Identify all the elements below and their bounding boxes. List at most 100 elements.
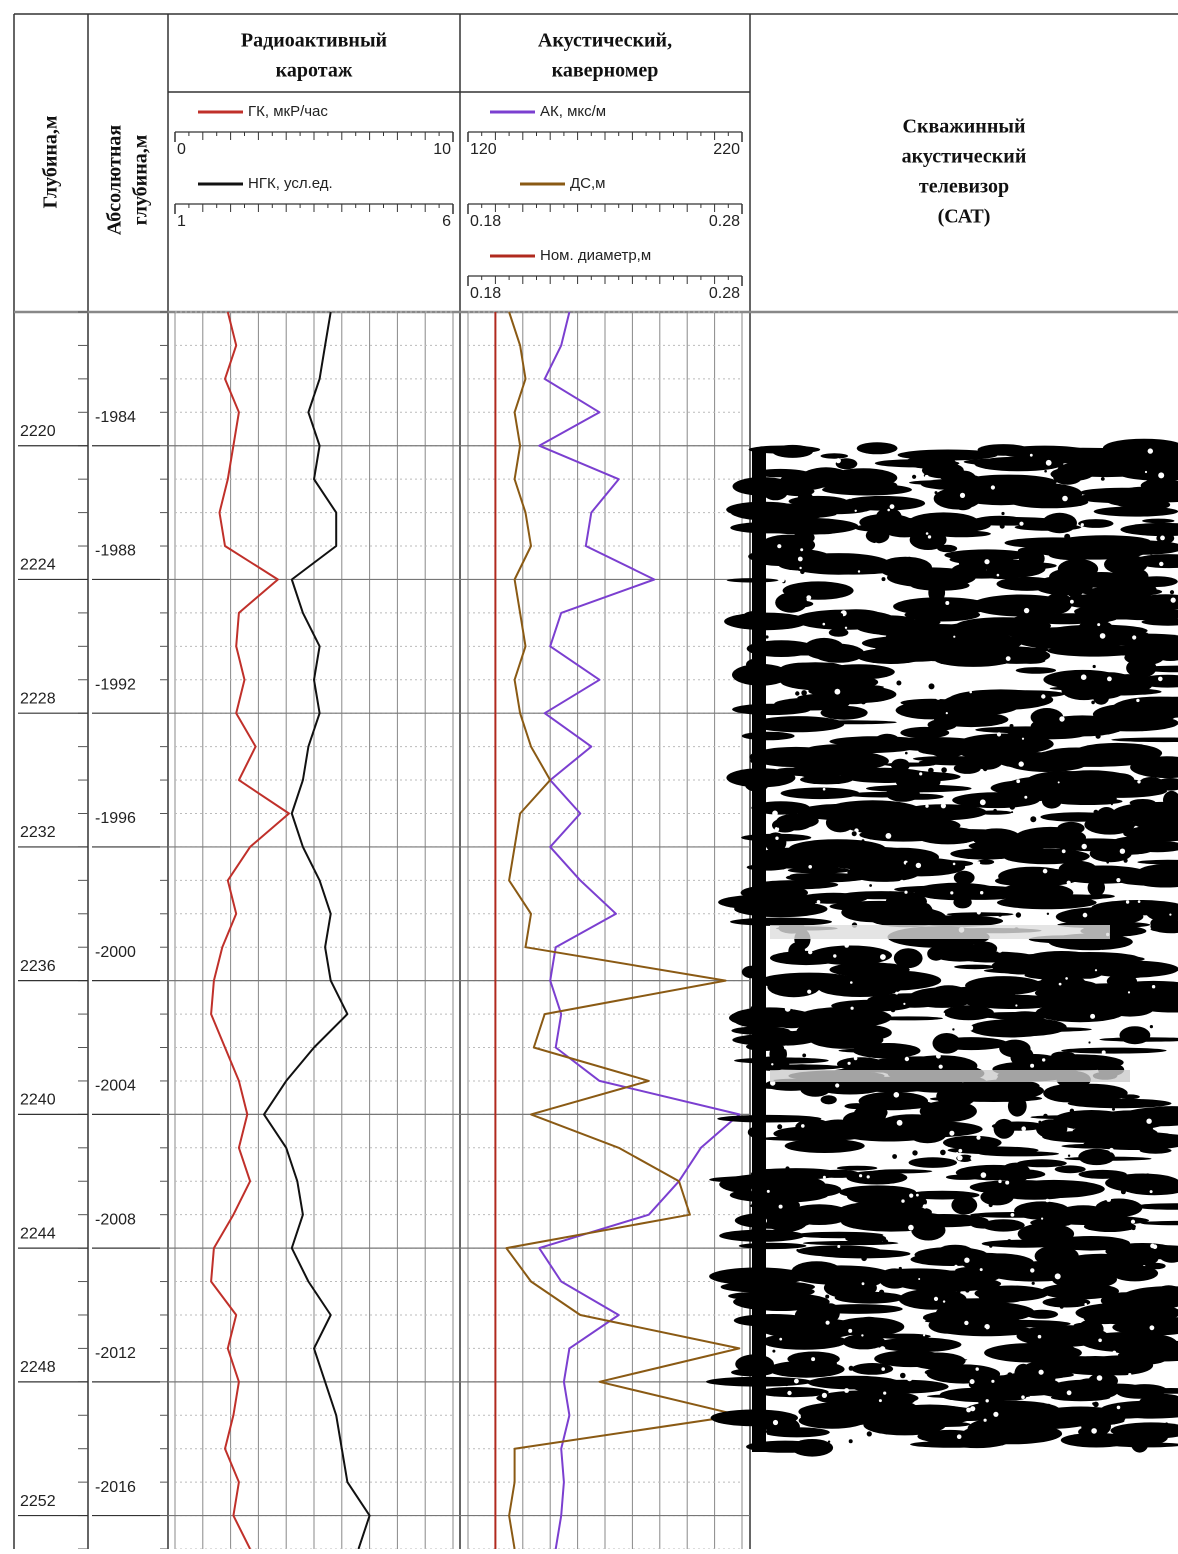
image-speckle	[1092, 1378, 1095, 1381]
image-speckle	[779, 1338, 782, 1341]
image-speckle	[1053, 459, 1057, 463]
image-speckle	[871, 1364, 874, 1367]
image-speckle	[972, 1432, 978, 1438]
image-texture	[797, 693, 884, 702]
image-speckle	[907, 1376, 913, 1382]
image-texture	[1051, 996, 1146, 1010]
image-texture	[1036, 989, 1099, 997]
image-texture	[824, 1276, 881, 1289]
image-speckle	[993, 809, 997, 813]
image-speckle	[997, 574, 1000, 577]
image-speckle	[1024, 1204, 1028, 1208]
image-speckle	[1138, 900, 1141, 903]
image-texture	[1120, 1094, 1140, 1099]
image-speckle	[789, 1295, 794, 1300]
image-speckle	[1149, 558, 1154, 563]
image-texture	[813, 644, 864, 663]
image-texture	[1103, 1258, 1138, 1272]
image-speckle	[771, 1063, 773, 1065]
image-speckle	[822, 1393, 827, 1398]
image-speckle	[903, 1003, 905, 1005]
image-speckle	[1126, 900, 1129, 903]
image-texture	[954, 965, 996, 970]
image-band	[770, 925, 1110, 939]
image-speckle	[916, 1194, 919, 1197]
image-speckle	[835, 1083, 839, 1087]
image-texture	[1080, 587, 1162, 597]
image-speckle	[1141, 1102, 1146, 1107]
image-speckle	[1019, 522, 1023, 526]
image-texture	[1065, 577, 1085, 597]
image-speckle	[824, 1000, 826, 1002]
image-speckle	[783, 1031, 785, 1033]
scale-max-label: 10	[433, 141, 451, 158]
abs-depth-title: Абсолютная	[104, 125, 126, 236]
image-speckle	[840, 1136, 845, 1141]
image-speckle	[1078, 571, 1081, 574]
image-speckle	[956, 1152, 958, 1154]
image-speckle	[923, 1204, 927, 1208]
image-speckle	[1065, 786, 1069, 790]
image-texture	[927, 947, 945, 961]
image-track-title: (САТ)	[938, 206, 991, 228]
image-speckle	[1113, 1351, 1117, 1355]
image-texture	[946, 830, 976, 843]
image-speckle	[1111, 803, 1113, 805]
image-texture	[762, 1333, 847, 1350]
image-speckle	[811, 1357, 815, 1361]
image-speckle	[970, 1156, 975, 1161]
image-speckle	[965, 1288, 969, 1292]
image-speckle	[876, 1147, 879, 1150]
image-texture	[851, 1317, 887, 1337]
image-speckle	[844, 1388, 849, 1393]
image-texture	[1088, 879, 1105, 897]
image-speckle	[1024, 608, 1029, 613]
image-speckle	[1100, 633, 1106, 639]
image-texture	[1048, 451, 1147, 465]
image-speckle	[1069, 1203, 1072, 1206]
image-texture	[1057, 822, 1084, 835]
image-speckle	[1156, 825, 1161, 830]
image-speckle	[1134, 1125, 1140, 1131]
image-speckle	[1015, 1004, 1017, 1006]
image-texture	[1087, 744, 1144, 765]
image-speckle	[956, 721, 958, 723]
image-speckle	[800, 570, 805, 575]
image-texture	[937, 545, 957, 552]
image-speckle	[1005, 693, 1008, 696]
image-speckle	[880, 954, 886, 960]
image-texture	[994, 1119, 1015, 1139]
image-speckle	[851, 1007, 854, 1010]
image-speckle	[1120, 849, 1125, 854]
image-texture	[839, 1185, 916, 1199]
image-track-title: Скважинный	[903, 116, 1026, 138]
image-speckle	[779, 1205, 783, 1209]
image-speckle	[1132, 635, 1136, 639]
image-texture	[842, 1121, 942, 1138]
image-speckle	[1174, 935, 1177, 938]
image-speckle	[769, 838, 772, 841]
image-speckle	[930, 1023, 934, 1027]
image-speckle	[946, 712, 948, 714]
image-texture	[1078, 1427, 1102, 1438]
legend-label: НГК, усл.ед.	[248, 175, 333, 192]
image-texture	[1020, 1342, 1052, 1355]
image-speckle	[1128, 1373, 1131, 1376]
image-speckle	[1082, 1206, 1087, 1211]
scale-max-label: 0.28	[709, 213, 740, 230]
image-speckle	[775, 837, 778, 840]
image-texture	[988, 988, 1015, 1003]
abs-depth-tick-label: -2004	[95, 1078, 136, 1095]
image-speckle	[1041, 694, 1045, 698]
image-speckle	[772, 811, 778, 817]
image-texture	[762, 561, 823, 566]
image-speckle	[777, 1124, 782, 1129]
image-speckle	[1143, 546, 1145, 548]
image-speckle	[968, 1430, 972, 1434]
image-speckle	[1157, 527, 1162, 532]
image-texture	[730, 1187, 828, 1202]
image-texture	[1035, 1245, 1079, 1267]
image-speckle	[925, 475, 929, 479]
image-speckle	[980, 799, 986, 805]
image-texture	[1018, 1223, 1074, 1245]
